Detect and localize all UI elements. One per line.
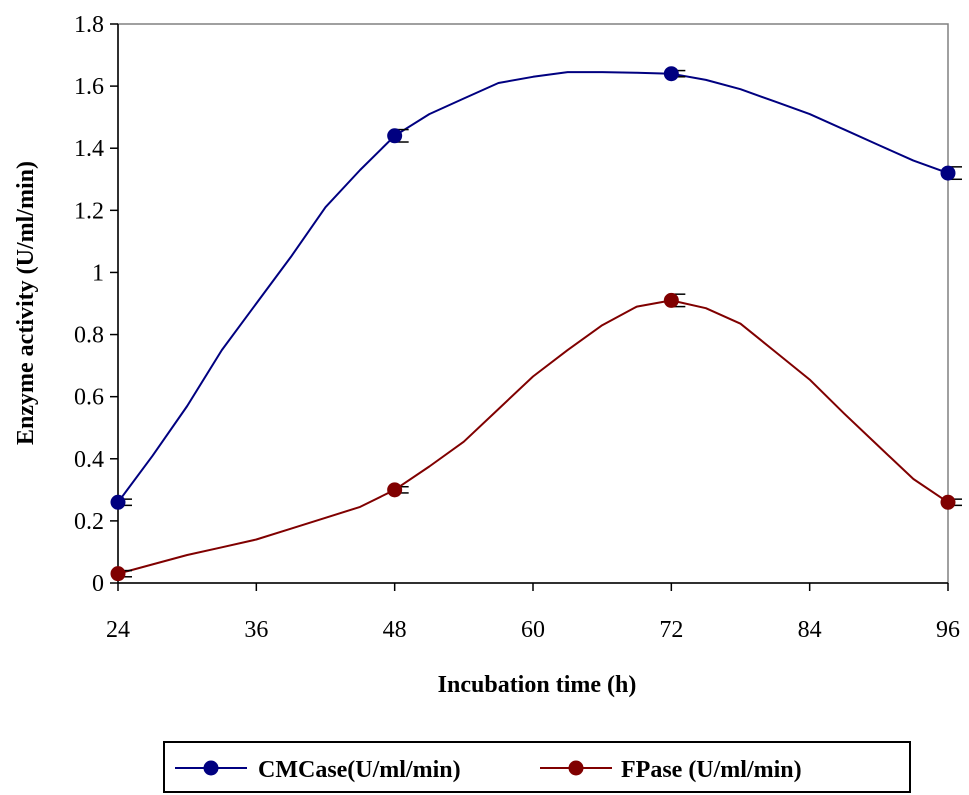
legend: CMCase(U/ml/min) FPase (U/ml/min) xyxy=(163,741,911,793)
x-tick-label: 36 xyxy=(244,617,268,643)
data-point-fpase xyxy=(663,292,679,308)
legend-box xyxy=(163,741,911,793)
data-point-cmcase xyxy=(387,128,403,144)
data-point-cmcase xyxy=(663,66,679,82)
data-point-cmcase xyxy=(110,494,126,510)
x-tick-label: 24 xyxy=(106,617,130,643)
legend-label-cmcase: CMCase(U/ml/min) xyxy=(258,757,461,783)
y-axis-title: Enzyme activity (U/ml/min) xyxy=(13,161,39,445)
x-ticks: 24 36 48 60 72 84 96 xyxy=(106,583,960,643)
series-layer xyxy=(110,66,962,582)
data-point-fpase xyxy=(110,566,126,582)
series-line-fpase xyxy=(117,299,949,575)
y-tick-label: 0 xyxy=(92,571,104,597)
y-ticks: 0 0.2 0.4 0.6 0.8 1 1.2 1.4 1.6 1.8 xyxy=(74,12,118,597)
y-tick-label: 0.2 xyxy=(74,509,104,535)
legend-label-fpase: FPase (U/ml/min) xyxy=(621,757,802,783)
y-tick-label: 1 xyxy=(92,260,104,286)
y-tick-label: 0.4 xyxy=(74,447,104,473)
series-line-cmcase xyxy=(117,71,949,504)
data-point-fpase xyxy=(387,482,403,498)
y-tick-label: 0.6 xyxy=(74,385,104,411)
plot-area xyxy=(117,23,949,584)
x-tick-label: 48 xyxy=(383,617,407,643)
y-tick-label: 1.8 xyxy=(74,12,104,38)
y-tick-label: 1.6 xyxy=(74,74,104,100)
legend-marker-cmcase xyxy=(203,760,219,776)
data-point-cmcase xyxy=(940,165,956,181)
y-tick-label: 0.8 xyxy=(74,323,104,349)
y-tick-label: 1.4 xyxy=(74,136,104,162)
x-axis-title: Incubation time (h) xyxy=(438,672,637,698)
data-point-fpase xyxy=(940,494,956,510)
x-tick-label: 84 xyxy=(798,617,822,643)
x-tick-label: 60 xyxy=(521,617,545,643)
y-tick-label: 1.2 xyxy=(74,198,104,224)
legend-marker-fpase xyxy=(568,760,584,776)
x-tick-label: 72 xyxy=(659,617,683,643)
x-tick-label: 96 xyxy=(936,617,960,643)
